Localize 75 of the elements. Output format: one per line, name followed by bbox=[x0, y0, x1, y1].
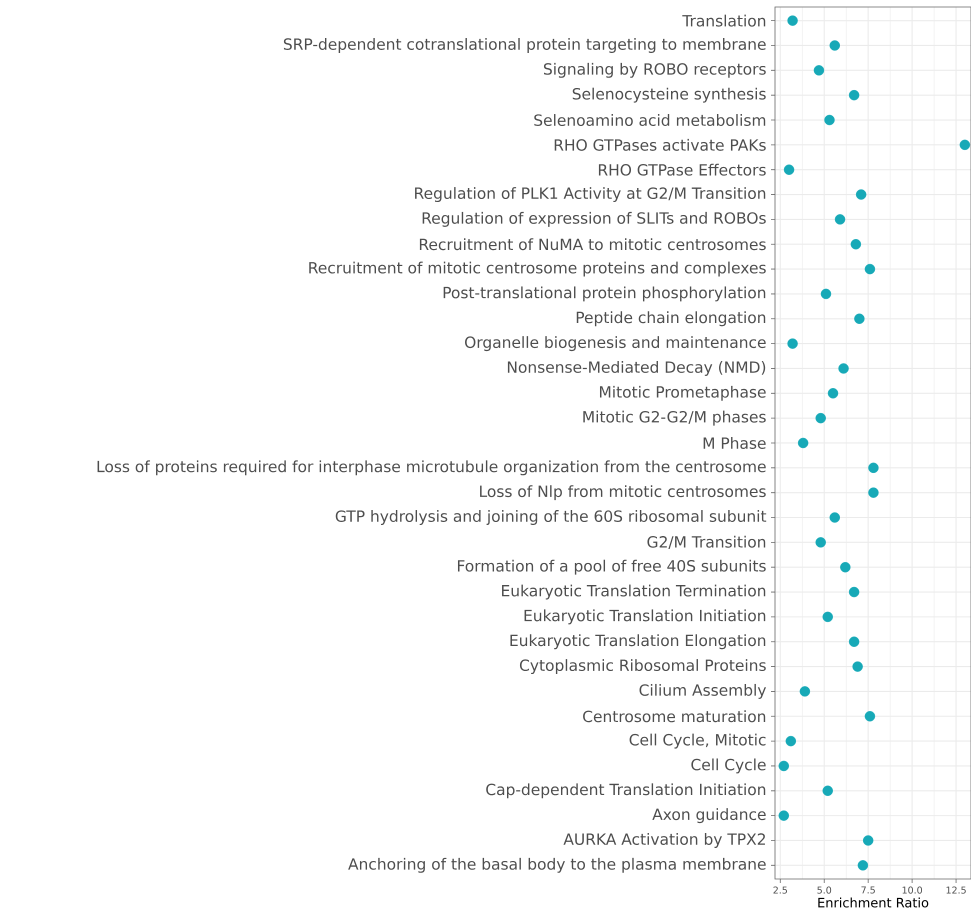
y-tick-label: SRP-dependent cotranslational protein targeting to membrane bbox=[284, 38, 766, 53]
x-tick-label: 5.0 bbox=[817, 886, 832, 894]
y-tick-label: Eukaryotic Translation Initiation bbox=[524, 609, 766, 624]
point bbox=[850, 239, 862, 250]
point bbox=[868, 487, 879, 498]
point bbox=[822, 612, 833, 622]
y-tick-label: Anchoring of the basal body to the plasma membrane bbox=[348, 858, 766, 873]
point bbox=[830, 512, 840, 523]
y-tick-label: M Phase bbox=[704, 437, 766, 449]
point bbox=[840, 562, 851, 572]
point bbox=[868, 462, 879, 474]
y-tick-label: Centrosome maturation bbox=[583, 710, 766, 722]
point bbox=[787, 338, 798, 349]
y-tick-label: Organelle biogenesis and maintenance bbox=[465, 336, 766, 352]
y-tick-label: Peptide chain elongation bbox=[576, 311, 766, 326]
point bbox=[824, 114, 835, 126]
point bbox=[858, 860, 868, 871]
point bbox=[856, 189, 866, 200]
y-tick-label: AURKA Activation by TPX2 bbox=[563, 833, 765, 848]
y-tick-label: Axon guidance bbox=[652, 808, 766, 824]
y-tick-label: GTP hydrolysis and joining of the 60S ribosomal subunit bbox=[336, 510, 766, 525]
point bbox=[778, 810, 789, 821]
y-tick-label: RHO GTPases activate PAKs bbox=[554, 138, 766, 151]
point bbox=[848, 90, 860, 100]
x-tick-label: 10.0 bbox=[902, 886, 922, 894]
y-tick-label: Regulation of PLK1 Activity at G2/M Transition bbox=[415, 187, 766, 202]
point bbox=[848, 586, 860, 598]
point bbox=[816, 412, 826, 424]
point bbox=[800, 686, 810, 697]
point bbox=[864, 264, 876, 274]
point bbox=[862, 835, 874, 846]
point bbox=[820, 288, 832, 300]
point bbox=[784, 164, 794, 175]
point bbox=[864, 711, 876, 722]
y-tick-label: Cap-dependent Translation Initiation bbox=[486, 783, 766, 798]
point bbox=[830, 40, 840, 51]
point bbox=[852, 661, 863, 672]
point bbox=[816, 537, 826, 548]
y-tick-label: Post-translational protein phosphorylation bbox=[444, 286, 766, 302]
y-tick-label: Eukaryotic Translation Elongation bbox=[510, 634, 766, 650]
y-tick-label: Recruitment of NuMA to mitotic centrosomes bbox=[420, 238, 766, 250]
x-axis-title: Enrichment Ratio bbox=[818, 898, 928, 908]
x-tick-label: 2.5 bbox=[773, 886, 787, 894]
y-tick-label: Regulation of expression of SLITs and ROBOs bbox=[422, 212, 766, 227]
y-tick-label: Loss of Nlp from mitotic centrosomes bbox=[480, 485, 766, 500]
point bbox=[848, 636, 860, 647]
y-tick-label: RHO GTPase Effectors bbox=[598, 164, 766, 176]
point bbox=[838, 363, 849, 374]
point bbox=[786, 736, 796, 746]
x-tick-label: 7.5 bbox=[861, 886, 875, 894]
point bbox=[822, 786, 833, 796]
point bbox=[854, 314, 865, 324]
y-tick-label: Mitotic G2-G2/M phases bbox=[583, 410, 766, 426]
point bbox=[814, 65, 824, 76]
point bbox=[798, 438, 808, 448]
y-tick-label: Translation bbox=[682, 14, 766, 27]
y-tick-label: Recruitment of mitotic centrosome proteins and complexes bbox=[309, 262, 766, 277]
y-tick-label: Selenocysteine synthesis bbox=[572, 88, 766, 103]
point bbox=[828, 388, 838, 398]
y-tick-label: Formation of a pool of free 40S subunits bbox=[458, 560, 766, 575]
y-tick-label: G2/M Transition bbox=[647, 536, 766, 549]
y-tick-label: Signaling by ROBO receptors bbox=[544, 62, 766, 78]
y-tick-label: Cell Cycle, Mitotic bbox=[630, 734, 766, 749]
y-tick-label: Cytoplasmic Ribosomal Proteins bbox=[520, 659, 766, 674]
y-tick-label: Selenoamino acid metabolism bbox=[534, 114, 766, 126]
y-tick-label: Nonsense-Mediated Decay (NMD) bbox=[508, 360, 766, 376]
point bbox=[834, 214, 846, 225]
y-tick-label: Cell Cycle bbox=[691, 758, 766, 774]
point bbox=[787, 15, 798, 26]
y-tick-label: Eukaryotic Translation Termination bbox=[502, 584, 766, 600]
x-tick-label: 12.5 bbox=[946, 886, 966, 894]
point bbox=[778, 760, 789, 772]
y-tick-label: Cilium Assembly bbox=[640, 684, 766, 699]
y-tick-label: Mitotic Prometaphase bbox=[600, 386, 766, 401]
y-tick-label: Loss of proteins required for interphase microtubule organization from the centrosome bbox=[98, 460, 766, 476]
